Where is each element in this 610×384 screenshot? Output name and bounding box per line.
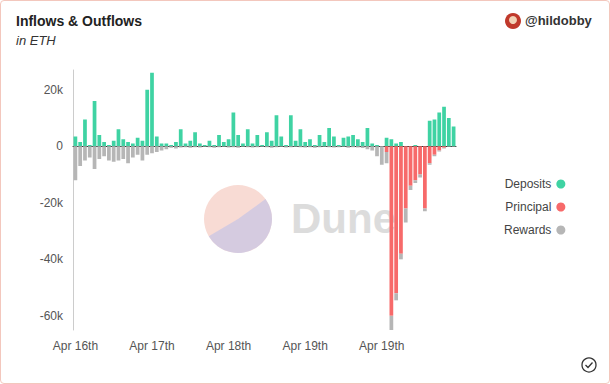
- svg-text:Dune: Dune: [291, 195, 396, 242]
- svg-text:@hildobby: @hildobby: [525, 13, 593, 28]
- svg-text:-20k: -20k: [40, 196, 64, 210]
- svg-text:Rewards: Rewards: [504, 223, 551, 237]
- svg-text:20k: 20k: [44, 83, 64, 97]
- svg-text:Principal: Principal: [505, 200, 551, 214]
- svg-text:Inflows & Outflows: Inflows & Outflows: [16, 13, 142, 29]
- svg-text:0: 0: [56, 139, 63, 153]
- svg-text:Apr 19th: Apr 19th: [359, 339, 404, 353]
- svg-text:Apr 17th: Apr 17th: [129, 339, 174, 353]
- svg-text:Deposits: Deposits: [505, 177, 552, 191]
- svg-text:Apr 18th: Apr 18th: [206, 339, 251, 353]
- svg-text:in ETH: in ETH: [16, 33, 56, 48]
- svg-text:-60k: -60k: [40, 309, 64, 323]
- svg-text:-40k: -40k: [40, 252, 64, 266]
- svg-text:Apr 16th: Apr 16th: [53, 339, 98, 353]
- svg-text:Apr 19th: Apr 19th: [283, 339, 328, 353]
